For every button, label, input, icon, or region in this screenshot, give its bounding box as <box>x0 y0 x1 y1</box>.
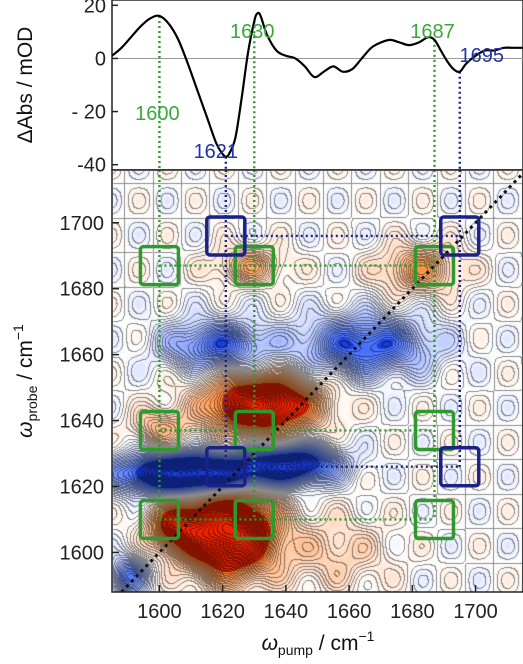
blue-square-marker <box>439 445 481 488</box>
blue-square-marker <box>439 215 481 257</box>
y-tick-label: 1620 <box>60 477 105 499</box>
y-tick-label: 1600 <box>60 542 105 564</box>
green-square-marker <box>138 498 181 541</box>
green-square-marker <box>233 409 276 452</box>
heatmap-frame <box>111 169 523 593</box>
spectrum-y-tick-label: - 20 <box>72 102 106 124</box>
x-tick-label: 1660 <box>327 601 372 623</box>
green-square-marker <box>233 244 276 287</box>
green-square-marker <box>233 498 276 541</box>
y-tick-label: 1700 <box>60 213 105 235</box>
x-tick-label: 1700 <box>453 601 498 623</box>
heatmap-image <box>112 170 523 592</box>
pump-axis-label: ωpump / cm−1 <box>262 628 375 658</box>
x-tick-label: 1600 <box>137 601 182 623</box>
probe-axis-label: ωprobe / cm−1 <box>10 324 40 438</box>
blue-square-marker <box>205 445 247 488</box>
peak-annotation: 1695 <box>460 45 505 67</box>
green-square-marker <box>413 409 456 452</box>
green-square-marker <box>413 498 456 541</box>
y-tick-label: 1660 <box>60 345 105 367</box>
spectrum-frame <box>111 0 523 171</box>
green-square-marker <box>413 244 456 287</box>
spectrum-y-tick-label: -40 <box>77 155 106 177</box>
diagonal-line <box>120 172 523 592</box>
green-square-marker <box>138 244 181 287</box>
2d-spectrum-panel: 1600 1620 1640 1660 1680 1700 1600 1620 1640 166… <box>10 169 523 658</box>
y-tick-label: 1640 <box>60 411 105 433</box>
x-tick-label: 1640 <box>264 601 309 623</box>
peak-annotation: 1630 <box>230 21 275 43</box>
peak-annotation: 1687 <box>410 21 455 43</box>
x-tick-label: 1620 <box>200 601 245 623</box>
x-tick-label: 1680 <box>390 601 435 623</box>
spectrum-y-tick-label: 0 <box>95 48 106 70</box>
spectrum-y-tick-label: 20 <box>84 0 106 17</box>
y-tick-label: 1680 <box>60 279 105 301</box>
spectrum-y-axis-label: ΔAbs / mOD <box>14 27 37 144</box>
peak-annotation: 1621 <box>194 141 239 163</box>
peak-annotation: 1600 <box>135 103 180 125</box>
blue-square-marker <box>205 215 247 257</box>
green-square-marker <box>138 409 181 452</box>
spectrum-line <box>112 11 523 158</box>
